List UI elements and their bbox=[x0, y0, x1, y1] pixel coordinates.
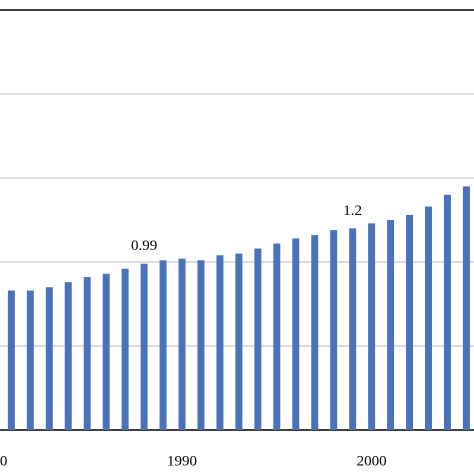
bar bbox=[140, 263, 148, 430]
bar bbox=[64, 282, 72, 430]
bar bbox=[424, 206, 432, 430]
bar bbox=[102, 273, 110, 430]
bar bbox=[349, 228, 357, 430]
bar bbox=[216, 255, 224, 430]
bar bbox=[26, 290, 34, 430]
bar bbox=[197, 260, 205, 430]
bar bbox=[254, 248, 262, 430]
bar bbox=[7, 290, 15, 430]
bar bbox=[292, 238, 300, 430]
bar bbox=[330, 230, 338, 430]
data-label: 1.2 bbox=[343, 203, 362, 219]
bar bbox=[235, 253, 243, 430]
x-tick-label: 1990 bbox=[167, 453, 197, 469]
data-label: 0.99 bbox=[131, 238, 157, 254]
bar bbox=[311, 235, 319, 430]
bar bbox=[462, 186, 470, 430]
bar bbox=[443, 194, 451, 430]
bar bbox=[45, 287, 53, 430]
bar bbox=[159, 260, 167, 430]
bar bbox=[121, 268, 129, 430]
bar bbox=[83, 277, 91, 430]
bar bbox=[368, 223, 376, 430]
bar bbox=[178, 258, 186, 430]
x-tick-label: 1980 bbox=[0, 453, 7, 469]
bar bbox=[406, 214, 414, 430]
x-tick-label: 2000 bbox=[357, 453, 387, 469]
bar bbox=[387, 220, 395, 430]
bar bbox=[273, 243, 281, 430]
